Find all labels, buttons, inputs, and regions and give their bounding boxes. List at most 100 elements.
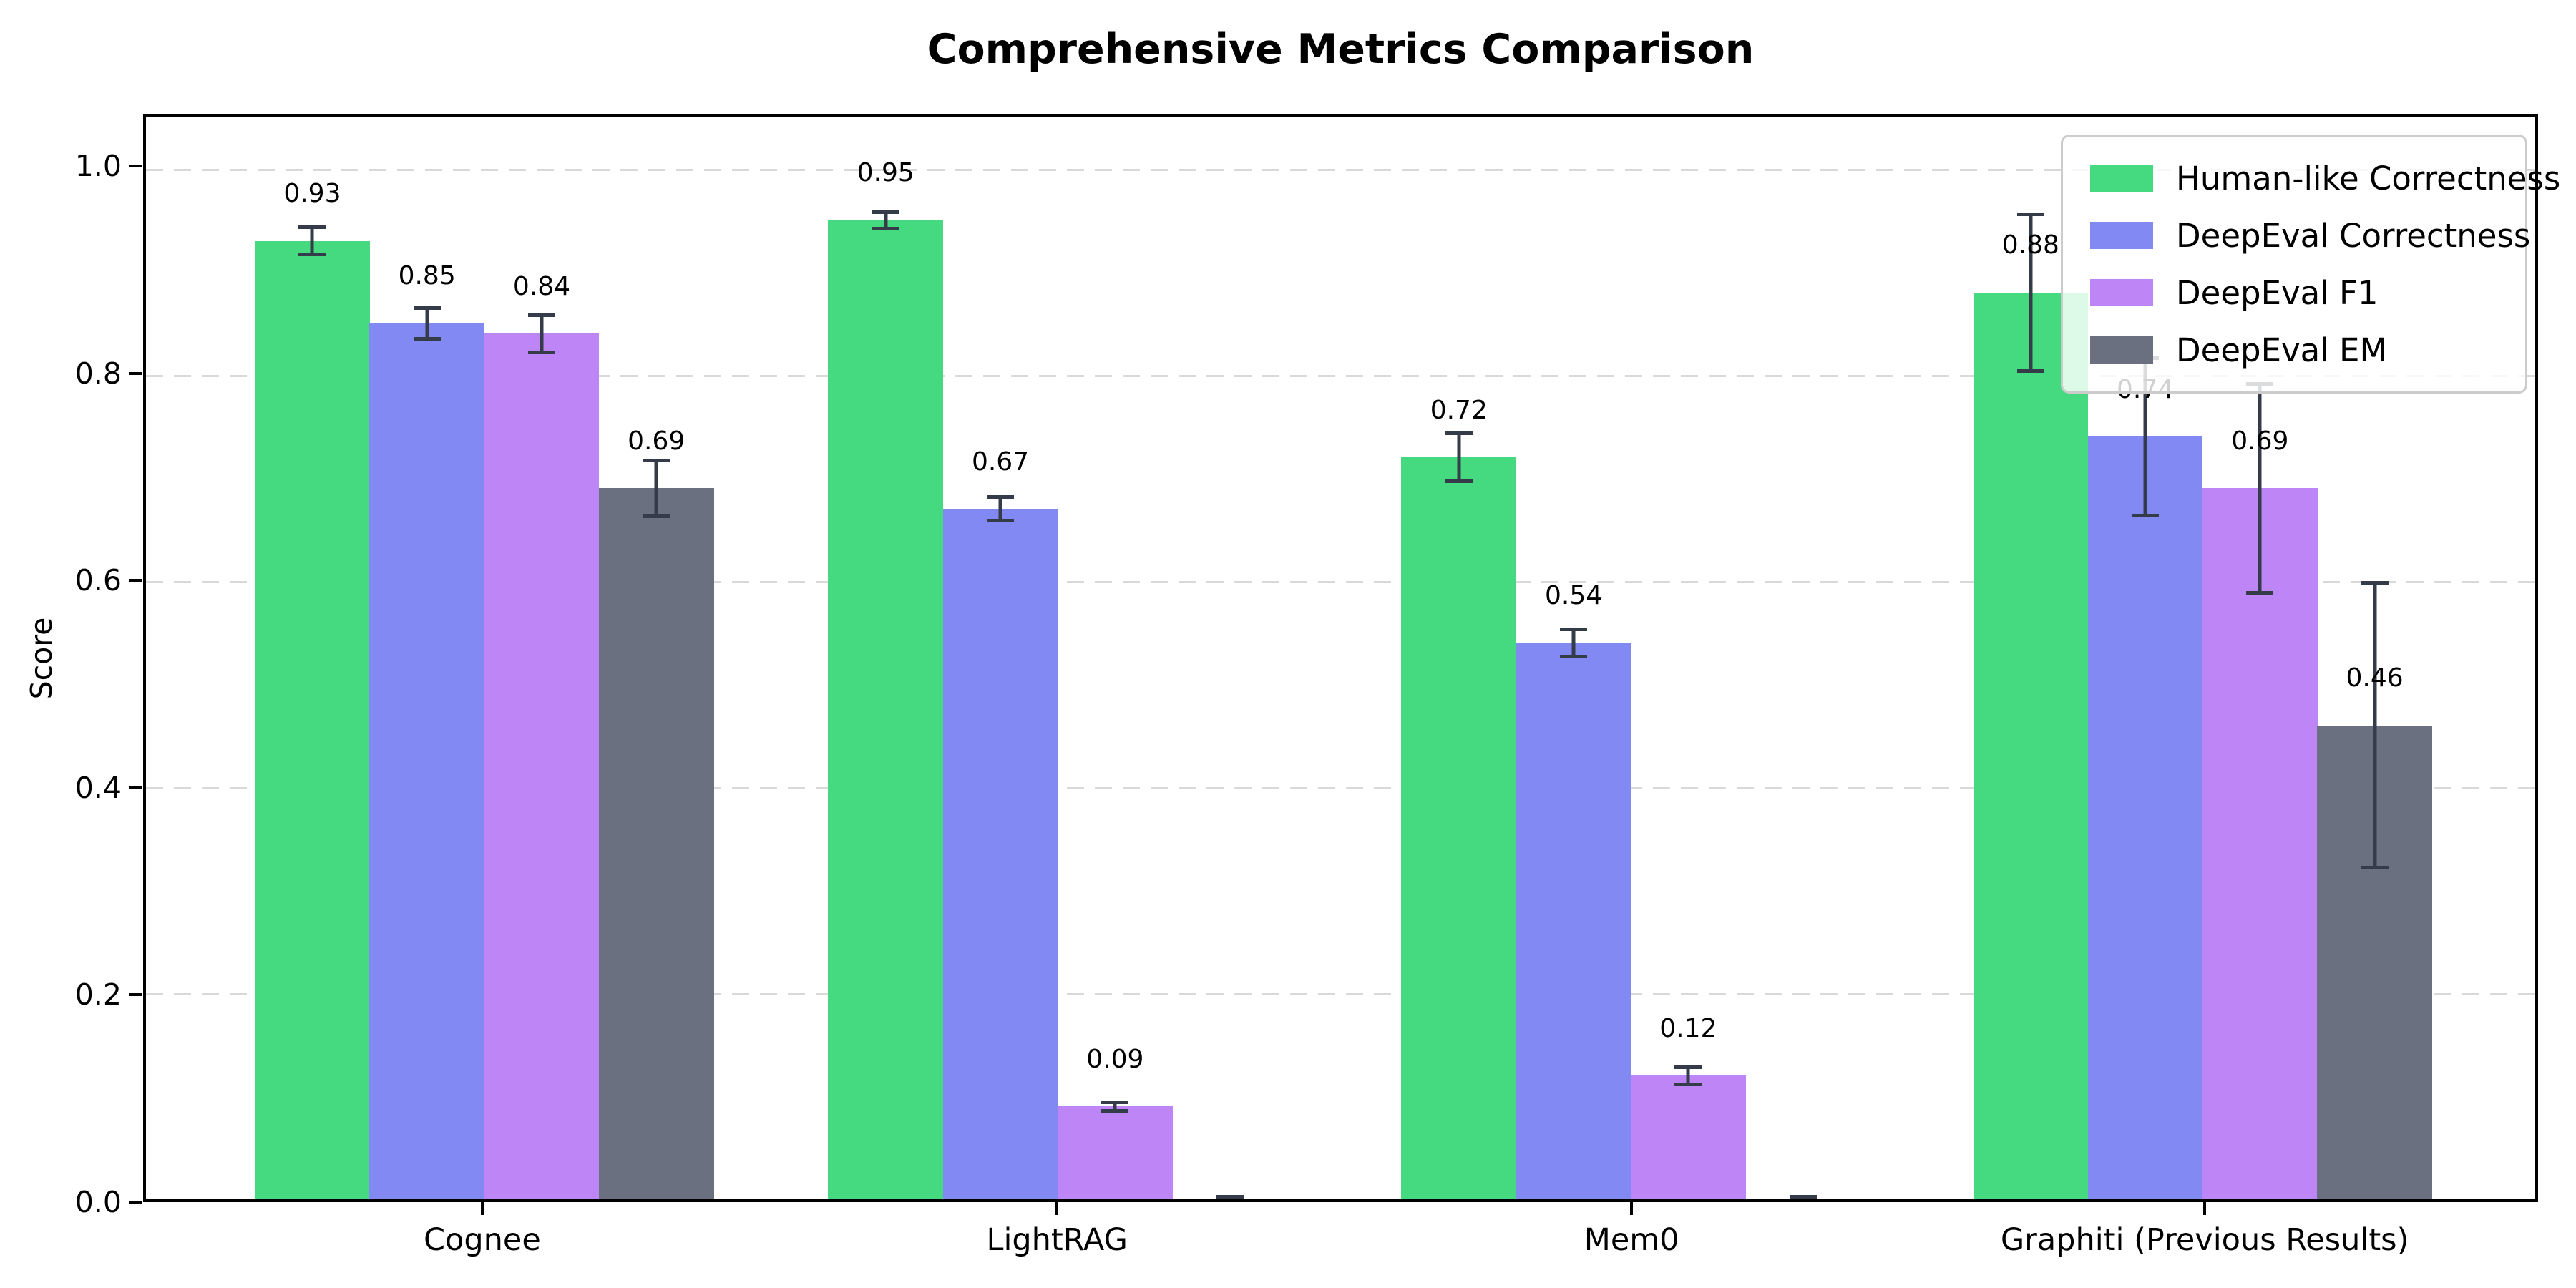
gridline-y-1 — [146, 169, 2535, 171]
error-bar-stem — [425, 306, 429, 341]
error-bar-cap-bottom — [2361, 866, 2389, 870]
x-tick-label-1: Cognee — [424, 1222, 541, 1258]
value-label: 0.88 — [2001, 230, 2059, 260]
y-tick-mark — [129, 371, 142, 375]
legend-item: Human-like Correctness — [2090, 160, 2560, 197]
error-bar-cap-top — [1101, 1100, 1129, 1104]
value-label: 0.67 — [971, 447, 1030, 477]
value-label: 0.54 — [1544, 580, 1603, 610]
x-tick-label-3: Mem0 — [1584, 1222, 1679, 1258]
y-tick-mark — [129, 579, 142, 582]
y-tick-mark — [129, 993, 142, 997]
error-bar — [1101, 1100, 1129, 1113]
bar-human-like-correctness-4 — [1973, 292, 2089, 1199]
error-bar-cap-top — [1445, 431, 1473, 436]
bar-deepeval-f1-4 — [2202, 488, 2318, 1199]
error-bar-stem — [2029, 212, 2033, 374]
gridline-y-0.4 — [146, 787, 2535, 789]
error-bar-cap-top — [527, 313, 555, 317]
error-bar-cap-top — [298, 225, 326, 230]
bar-human-like-correctness-3 — [1401, 457, 1517, 1199]
value-label: 0.84 — [512, 271, 571, 301]
bar-human-like-correctness-2 — [828, 220, 944, 1199]
legend-swatch-icon — [2090, 336, 2153, 364]
error-bar-cap-bottom — [413, 337, 441, 341]
legend: Human-like Correctness DeepEval Correctne… — [2061, 135, 2560, 394]
error-bar-cap-bottom — [298, 253, 326, 257]
legend-item: DeepEval Correctness — [2090, 217, 2530, 255]
error-bar-stem — [1457, 431, 1461, 484]
y-tick-mark — [129, 1201, 142, 1204]
error-bar-stem — [1571, 627, 1576, 658]
error-bar-cap-top — [872, 210, 899, 214]
error-bar — [413, 306, 441, 341]
error-bar-stem — [310, 225, 314, 257]
error-bar — [1445, 431, 1473, 484]
bar-deepeval-f1-1 — [484, 333, 600, 1199]
error-bar-cap-top — [1789, 1195, 1817, 1199]
error-bar-stem — [2143, 356, 2147, 517]
value-label: 0.69 — [2231, 426, 2289, 456]
bar-deepeval-correctness-1 — [369, 323, 484, 1199]
y-tick-mark — [129, 165, 142, 168]
legend-item-label: Human-like Correctness — [2176, 159, 2561, 197]
value-label: 0.85 — [398, 261, 456, 291]
error-bar — [872, 210, 899, 231]
y-tick-mark — [129, 786, 142, 789]
error-bar — [2016, 212, 2044, 374]
error-bar — [1674, 1065, 1702, 1086]
legend-item: DeepEval EM — [2090, 331, 2518, 369]
error-bar-cap-bottom — [527, 351, 555, 355]
error-bar-cap-bottom — [643, 514, 670, 519]
error-bar — [1560, 627, 1588, 658]
legend-swatch-icon — [2090, 222, 2153, 249]
error-bar — [2246, 382, 2274, 595]
value-label: 0.72 — [1430, 395, 1488, 425]
error-bar-stem — [1686, 1065, 1690, 1086]
error-bar-cap-bottom — [872, 227, 899, 231]
error-bar-stem — [540, 313, 544, 355]
bar-deepeval-correctness-3 — [1516, 643, 1631, 1199]
bar-deepeval-correctness-2 — [942, 509, 1058, 1199]
error-bar-stem — [1113, 1100, 1117, 1113]
error-bar-cap-bottom — [1445, 479, 1473, 484]
y-tick-label: 0.2 — [74, 977, 122, 1013]
error-bar-stem — [654, 458, 658, 519]
error-bar — [1789, 1195, 1817, 1199]
legend-swatch-icon — [2090, 279, 2153, 306]
error-bar-cap-bottom — [2016, 369, 2044, 374]
plot-area: 0.930.950.720.880.850.670.540.740.840.09… — [143, 114, 2560, 1202]
value-label: 0.12 — [1659, 1013, 1717, 1043]
error-bar-cap-bottom — [1674, 1082, 1702, 1086]
error-bar-cap-bottom — [1101, 1109, 1129, 1113]
error-bar — [987, 495, 1015, 522]
x-tick-mark — [1055, 1202, 1059, 1215]
gridline-y-0.6 — [146, 581, 2535, 583]
y-axis-title: Score — [24, 617, 59, 700]
error-bar-cap-bottom — [2246, 590, 2274, 595]
y-tick-label: 0.6 — [74, 563, 122, 598]
error-bar-stem — [2258, 382, 2262, 595]
value-label: 0.09 — [1086, 1044, 1144, 1074]
chart-title: Comprehensive Metrics Comparison — [927, 26, 1755, 73]
error-bar — [643, 458, 670, 519]
value-label: 0.69 — [628, 426, 686, 456]
gridline-y-0.8 — [146, 375, 2535, 377]
value-label: 0.46 — [2346, 663, 2404, 693]
error-bar-stem — [2373, 581, 2377, 870]
legend-item-label: DeepEval F1 — [2176, 273, 2379, 312]
error-bar-cap-top — [2016, 212, 2044, 216]
x-tick-mark — [1630, 1202, 1634, 1215]
error-bar-cap-top — [643, 458, 670, 462]
error-bar — [1216, 1195, 1244, 1199]
error-bar-cap-top — [1560, 627, 1588, 631]
x-tick-mark — [2203, 1202, 2207, 1215]
error-bar — [298, 225, 326, 257]
x-tick-label-2: LightRAG — [986, 1222, 1128, 1258]
value-label: 0.95 — [857, 158, 914, 188]
bar-deepeval-f1-2 — [1057, 1106, 1173, 1199]
legend-item: DeepEval F1 — [2090, 274, 2518, 312]
y-tick-label: 0.4 — [74, 770, 122, 805]
error-bar-stem — [998, 495, 1002, 522]
